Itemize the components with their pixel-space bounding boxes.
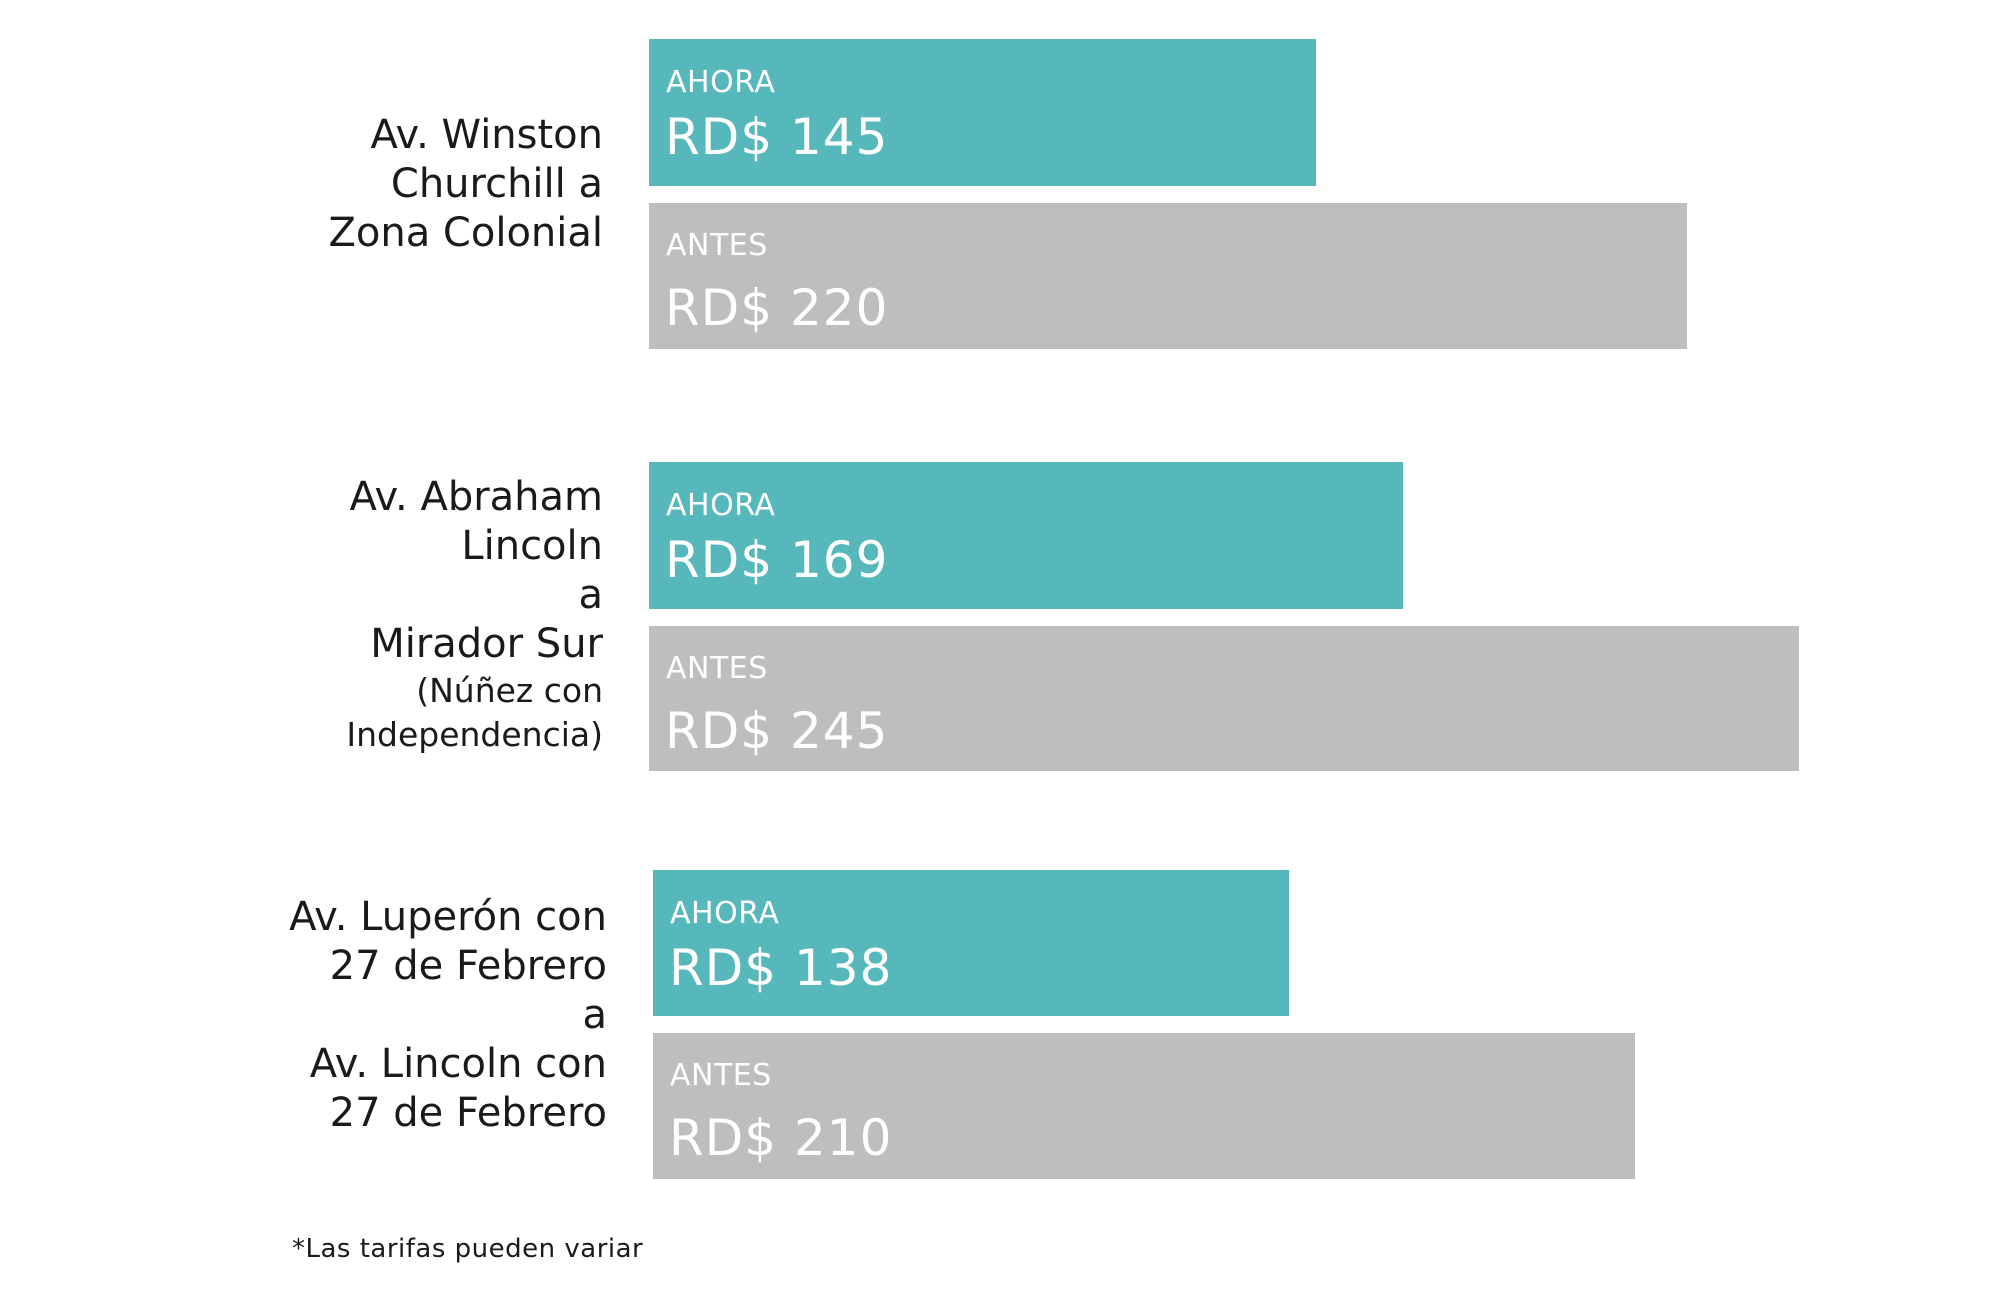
bar-before-route-2: ANTES RD$ 245 bbox=[649, 626, 1799, 771]
route-label-line: 27 de Febrero bbox=[329, 943, 607, 989]
route-label-line: Zona Colonial bbox=[328, 210, 603, 256]
route-label-line: Av. Lincoln con bbox=[309, 1041, 607, 1087]
bar-now-route-1: AHORA RD$ 145 bbox=[649, 39, 1316, 186]
route-label-line: Lincoln bbox=[461, 523, 603, 569]
bar-before-route-1: ANTES RD$ 220 bbox=[649, 203, 1687, 349]
bar-price: RD$ 220 bbox=[665, 279, 889, 337]
route-label-line: a bbox=[582, 992, 607, 1038]
bar-tag: AHORA bbox=[666, 488, 776, 523]
bar-tag: ANTES bbox=[666, 651, 768, 686]
route-label-line: (Núñez con bbox=[416, 671, 603, 710]
bar-now-route-2: AHORA RD$ 169 bbox=[649, 462, 1403, 609]
route-label-line: 27 de Febrero bbox=[329, 1090, 607, 1136]
route-label-3: Av. Luperón con 27 de Febrero a Av. Linc… bbox=[289, 893, 607, 1138]
bar-price: RD$ 210 bbox=[669, 1109, 893, 1167]
route-label-line: a bbox=[578, 572, 603, 618]
route-label-line: Mirador Sur bbox=[370, 621, 603, 667]
route-label-line: Churchill a bbox=[390, 161, 603, 207]
bar-before-route-3: ANTES RD$ 210 bbox=[653, 1033, 1635, 1179]
bar-price: RD$ 145 bbox=[665, 108, 889, 166]
bar-price: RD$ 169 bbox=[665, 531, 889, 589]
route-label-1: Av. Winston Churchill a Zona Colonial bbox=[328, 111, 603, 258]
route-label-line: Independencia) bbox=[346, 715, 603, 754]
route-label-line: Av. Luperón con bbox=[289, 894, 607, 940]
bar-tag: AHORA bbox=[666, 65, 776, 100]
bar-tag: AHORA bbox=[670, 896, 780, 931]
bar-price: RD$ 138 bbox=[669, 939, 893, 997]
bar-tag: ANTES bbox=[670, 1058, 772, 1093]
bar-tag: ANTES bbox=[666, 228, 768, 263]
bar-now-route-3: AHORA RD$ 138 bbox=[653, 870, 1289, 1016]
route-label-2: Av. Abraham Lincoln a Mirador Sur (Núñez… bbox=[346, 473, 603, 757]
route-label-line: Av. Winston bbox=[370, 112, 604, 158]
route-label-line: Av. Abraham bbox=[349, 474, 603, 520]
bar-price: RD$ 245 bbox=[665, 702, 889, 760]
footnote: *Las tarifas pueden variar bbox=[292, 1234, 644, 1264]
